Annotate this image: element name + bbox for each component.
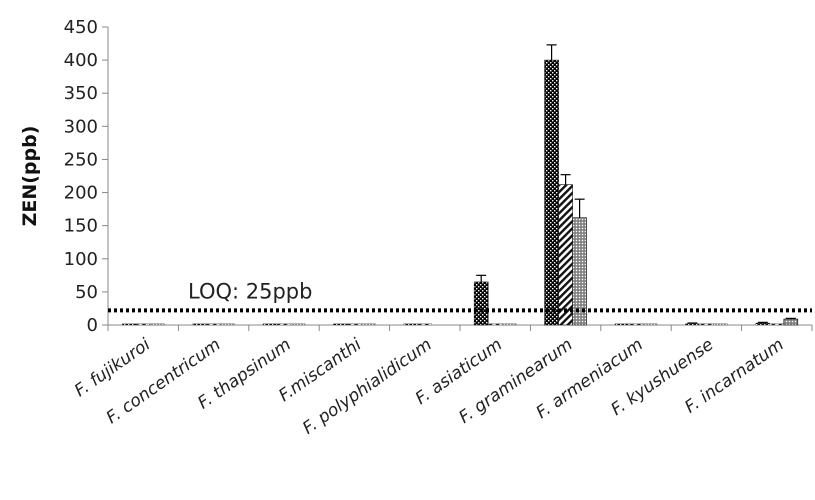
y-tick-label: 50 [75,282,98,303]
bar [262,323,278,326]
y-tick-label: 350 [64,83,98,104]
y-axis-title: ZEN(ppb) [19,126,41,227]
bar [361,323,376,326]
bar [783,318,799,326]
bar [502,323,517,326]
bar [769,323,784,326]
bar [628,323,644,326]
bar [755,322,770,326]
bar [206,323,221,326]
bar [488,323,503,326]
bar [614,323,630,326]
labels: 0 50 100 150 200 250 300 350 400 450 ZEN(ppb) LOQ: … [19,17,788,439]
bar [121,323,137,326]
category-label: F. polyphialidicum [299,335,436,439]
bar [685,323,700,326]
bar [699,323,714,326]
y-tick-label: 250 [64,149,98,170]
y-tick-label: 150 [64,216,98,237]
y-tick-label: 0 [87,315,98,336]
bar [276,323,292,326]
bars [121,44,799,326]
bar [642,323,658,326]
loq-label: LOQ: 25ppb [188,279,312,303]
bar [149,323,165,326]
bar [135,323,151,326]
bar [403,323,418,326]
y-tick-label: 450 [64,17,98,38]
bar [713,323,728,326]
y-tick-label: 400 [64,50,98,71]
bar [417,323,432,326]
bar [347,323,362,326]
bar [220,323,235,326]
bar [544,59,559,326]
bar [473,281,489,326]
y-tick-label: 300 [64,116,98,137]
bar [192,323,207,326]
bar [558,184,573,326]
bar [290,323,306,326]
bar [333,323,348,326]
y-tick-label: 100 [64,249,98,270]
y-tick-label: 200 [64,183,98,204]
